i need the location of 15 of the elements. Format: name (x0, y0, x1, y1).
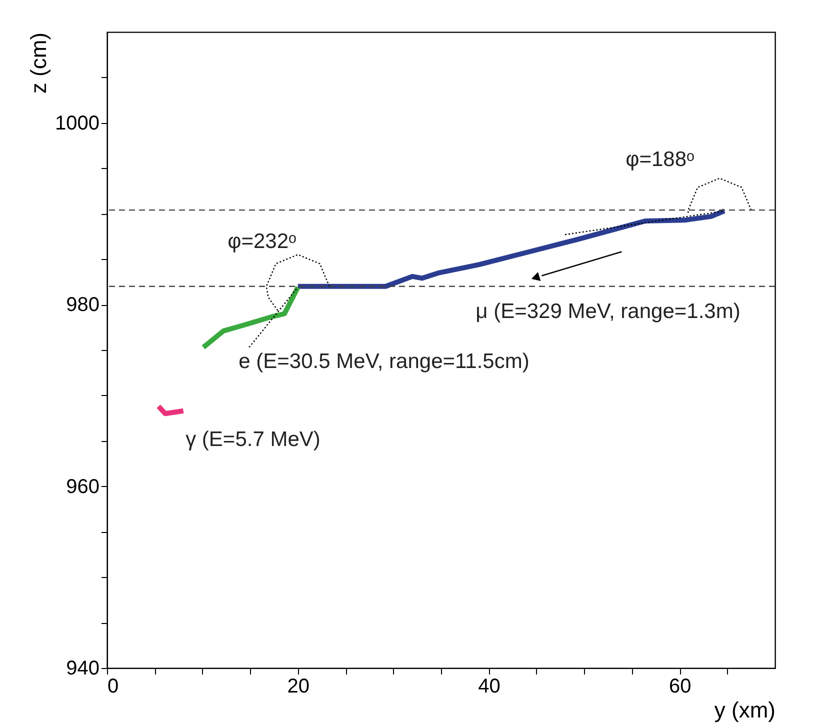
x-tick-label: 40 (478, 676, 500, 698)
y-tick-label: 960 (66, 476, 100, 498)
annotation: φ=232ᵒ (228, 230, 296, 253)
annotation: e (E=30.5 MeV, range=11.5cm) (238, 350, 530, 373)
annotation: φ=188ᵒ (626, 148, 694, 171)
y-axis-title: z (cm) (26, 32, 52, 94)
annotation: μ (E=329 MeV, range=1.3m) (476, 300, 740, 323)
x-tick-label: 60 (668, 676, 692, 698)
x-tick-label: 0 (108, 676, 119, 698)
x-axis-title: y (xm) (714, 698, 776, 722)
y-tick-label: 1000 (55, 112, 100, 134)
y-tick-label: 940 (66, 658, 100, 680)
annotation: γ (E=5.7 MeV) (186, 428, 320, 451)
x-tick-label: 20 (287, 676, 310, 698)
y-tick-label: 980 (66, 294, 100, 316)
